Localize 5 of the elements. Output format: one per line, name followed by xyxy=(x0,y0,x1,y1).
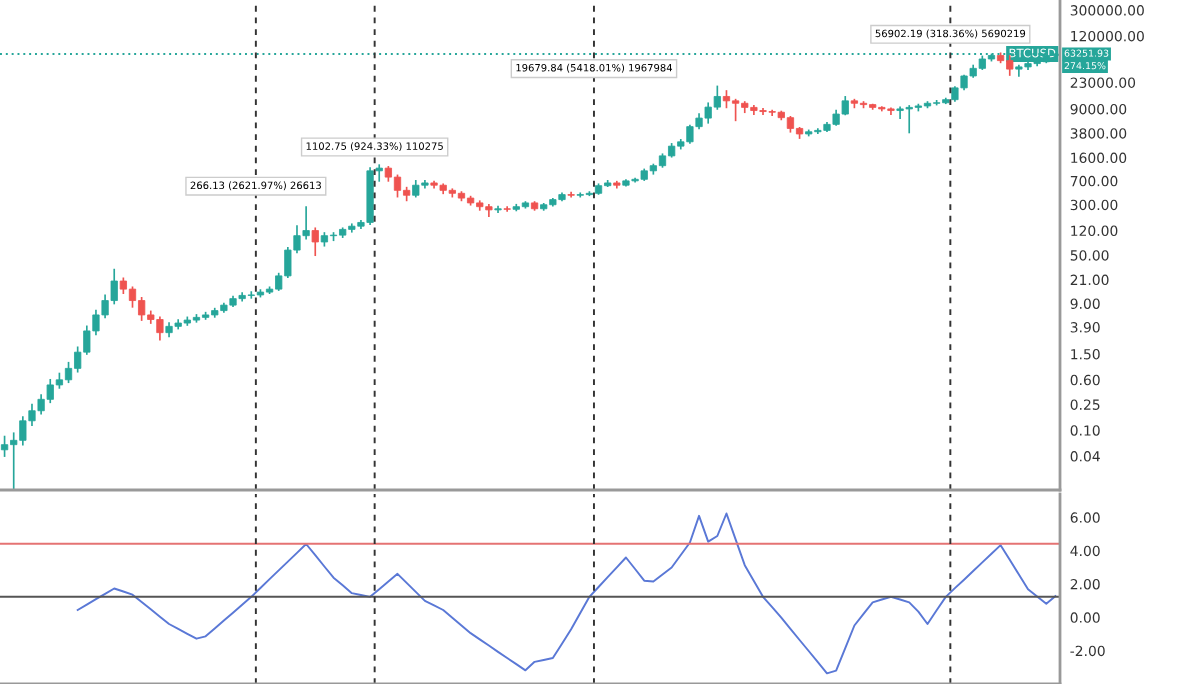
line-series xyxy=(76,512,1057,675)
candlestick xyxy=(503,206,511,212)
candlestick xyxy=(613,180,621,189)
candlestick xyxy=(567,191,575,198)
candlestick xyxy=(494,205,502,214)
